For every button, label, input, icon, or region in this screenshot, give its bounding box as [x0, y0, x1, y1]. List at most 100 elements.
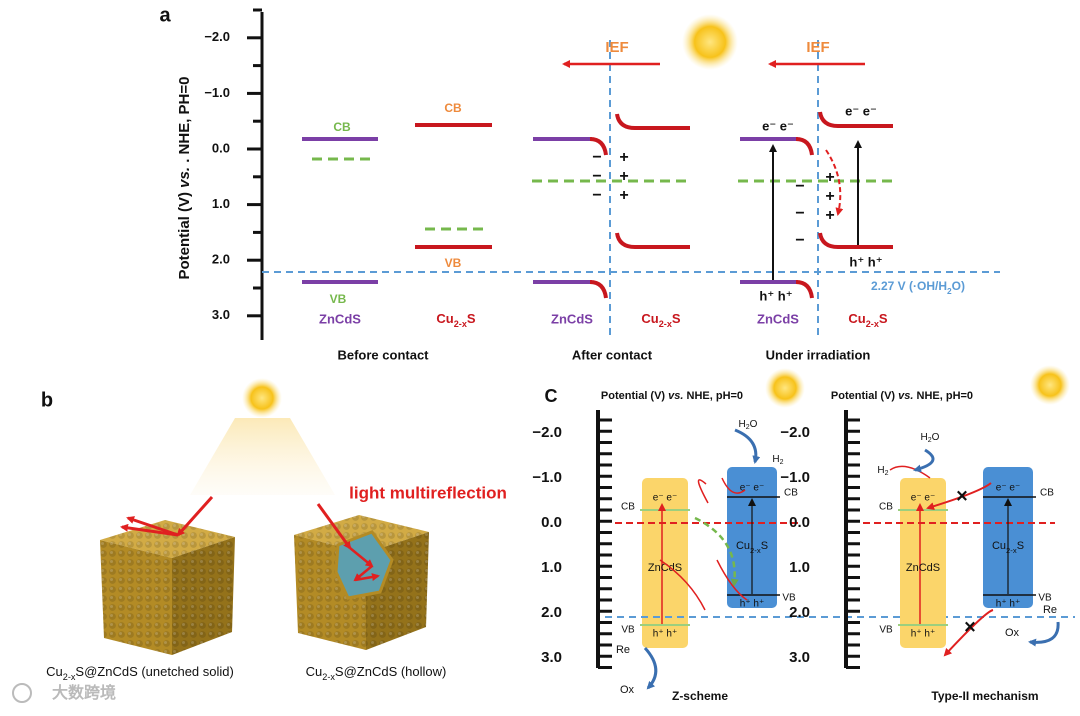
- tick-label: −2.0: [204, 29, 230, 44]
- label-part: S: [761, 540, 768, 552]
- axis-title: Potential (V) vs. . NHE, PH=0: [176, 77, 193, 280]
- label-part: Potential (V): [601, 390, 668, 402]
- label-part: S: [467, 311, 476, 326]
- label: IEF: [605, 39, 628, 56]
- label: +: [619, 187, 628, 204]
- label: light multireflection: [349, 483, 507, 502]
- tick-label: 3.0: [212, 307, 230, 322]
- label-part: vs.: [668, 390, 683, 402]
- label: VB: [879, 625, 893, 636]
- label: Cu2-xS: [736, 540, 768, 555]
- label-part: Cu: [848, 311, 865, 326]
- panel-label: C: [545, 386, 558, 406]
- label: CB: [333, 120, 351, 134]
- label-part: NHE, pH=0: [683, 390, 743, 402]
- label: −: [592, 168, 601, 185]
- band-bend: [589, 137, 608, 156]
- label-part: 2-x: [659, 319, 672, 329]
- label-part: 2-x: [454, 319, 467, 329]
- label: −: [592, 149, 601, 166]
- label: ZnCdS: [551, 311, 593, 326]
- arrow: [926, 482, 992, 511]
- label: e⁻ e⁻: [911, 493, 935, 504]
- label: Under irradiation: [766, 347, 871, 362]
- arrow: [825, 149, 844, 216]
- arrow: [316, 503, 352, 550]
- label: CB: [621, 502, 635, 513]
- curve: [716, 559, 748, 601]
- label: Ox: [620, 684, 635, 696]
- label-part: 2-x: [1006, 546, 1017, 555]
- label: e⁻ e⁻: [653, 493, 677, 504]
- label: ZnCdS: [906, 562, 940, 574]
- label: Re: [616, 644, 630, 656]
- cube-texture: [100, 540, 172, 655]
- arrow: [176, 495, 214, 537]
- arrow: [913, 448, 935, 473]
- panel-label: b: [41, 389, 53, 411]
- sun: [682, 14, 738, 70]
- label: VB: [1038, 593, 1052, 604]
- label-part: S: [1017, 540, 1024, 552]
- zncds-box: [900, 478, 946, 648]
- label: e⁻ e⁻: [762, 118, 794, 133]
- curve: [697, 479, 709, 504]
- band-bend: [795, 137, 814, 156]
- label-part: Cu: [46, 664, 63, 679]
- label: e⁻ e⁻: [845, 103, 877, 118]
- cube-texture: [100, 520, 235, 558]
- panel-label: a: [159, 4, 171, 26]
- tick-label: 0.0: [541, 514, 562, 531]
- label: Cu2-xS: [436, 311, 476, 329]
- label-part: . NHE, PH=0: [176, 77, 193, 167]
- label-part: 2: [947, 286, 952, 296]
- tick-label: 1.0: [789, 559, 810, 576]
- label: Ox: [1005, 627, 1020, 639]
- label: h⁺ h⁺: [996, 599, 1020, 610]
- label-part: H: [739, 419, 746, 430]
- label-part: 2: [885, 470, 889, 477]
- label-part: Cu: [736, 540, 750, 552]
- label: −: [795, 232, 804, 249]
- tick-label: 3.0: [789, 649, 810, 666]
- axis-title: Potential (V) vs. NHE, pH=0: [601, 390, 743, 402]
- axis-title: Potential (V) vs. NHE, pH=0: [831, 390, 973, 402]
- label-part: Cu: [436, 311, 453, 326]
- label: VB: [445, 256, 462, 270]
- label-part: S: [672, 311, 681, 326]
- arrow: [694, 516, 739, 587]
- label: +: [825, 188, 834, 205]
- label: Cu2-xS: [848, 311, 888, 329]
- arrow: [353, 565, 373, 582]
- label: H2: [772, 454, 783, 467]
- label: Re: [1043, 604, 1057, 616]
- label-part: 2: [928, 437, 932, 444]
- label: CB: [444, 101, 462, 115]
- label: h⁺ h⁺: [740, 599, 764, 610]
- label-part: 2: [746, 424, 750, 431]
- tick-label: 2.0: [789, 604, 810, 621]
- label-part: 2-x: [322, 672, 335, 682]
- label: After contact: [572, 347, 653, 362]
- label: ZnCdS: [757, 311, 799, 326]
- label: h⁺ h⁺: [849, 254, 882, 269]
- band-bend: [795, 280, 814, 299]
- sun: [765, 368, 805, 408]
- label: H2: [877, 465, 888, 478]
- label-part: O): [952, 279, 965, 293]
- label: CB: [1040, 488, 1054, 499]
- label-part: Potential (V): [831, 390, 898, 402]
- sun: [1030, 365, 1070, 405]
- label: e⁻ e⁻: [740, 483, 764, 494]
- tick-label: −2.0: [780, 424, 810, 441]
- label-part: S@ZnCdS (hollow): [335, 664, 446, 679]
- tick-label: −1.0: [204, 85, 230, 100]
- label: ×: [964, 616, 976, 638]
- label: Cu2-xS: [992, 540, 1024, 555]
- label: +: [619, 149, 628, 166]
- label: e⁻ e⁻: [996, 483, 1020, 494]
- curve: [721, 477, 746, 494]
- label: CB: [879, 502, 893, 513]
- sun: [242, 378, 282, 418]
- label: −: [795, 205, 804, 222]
